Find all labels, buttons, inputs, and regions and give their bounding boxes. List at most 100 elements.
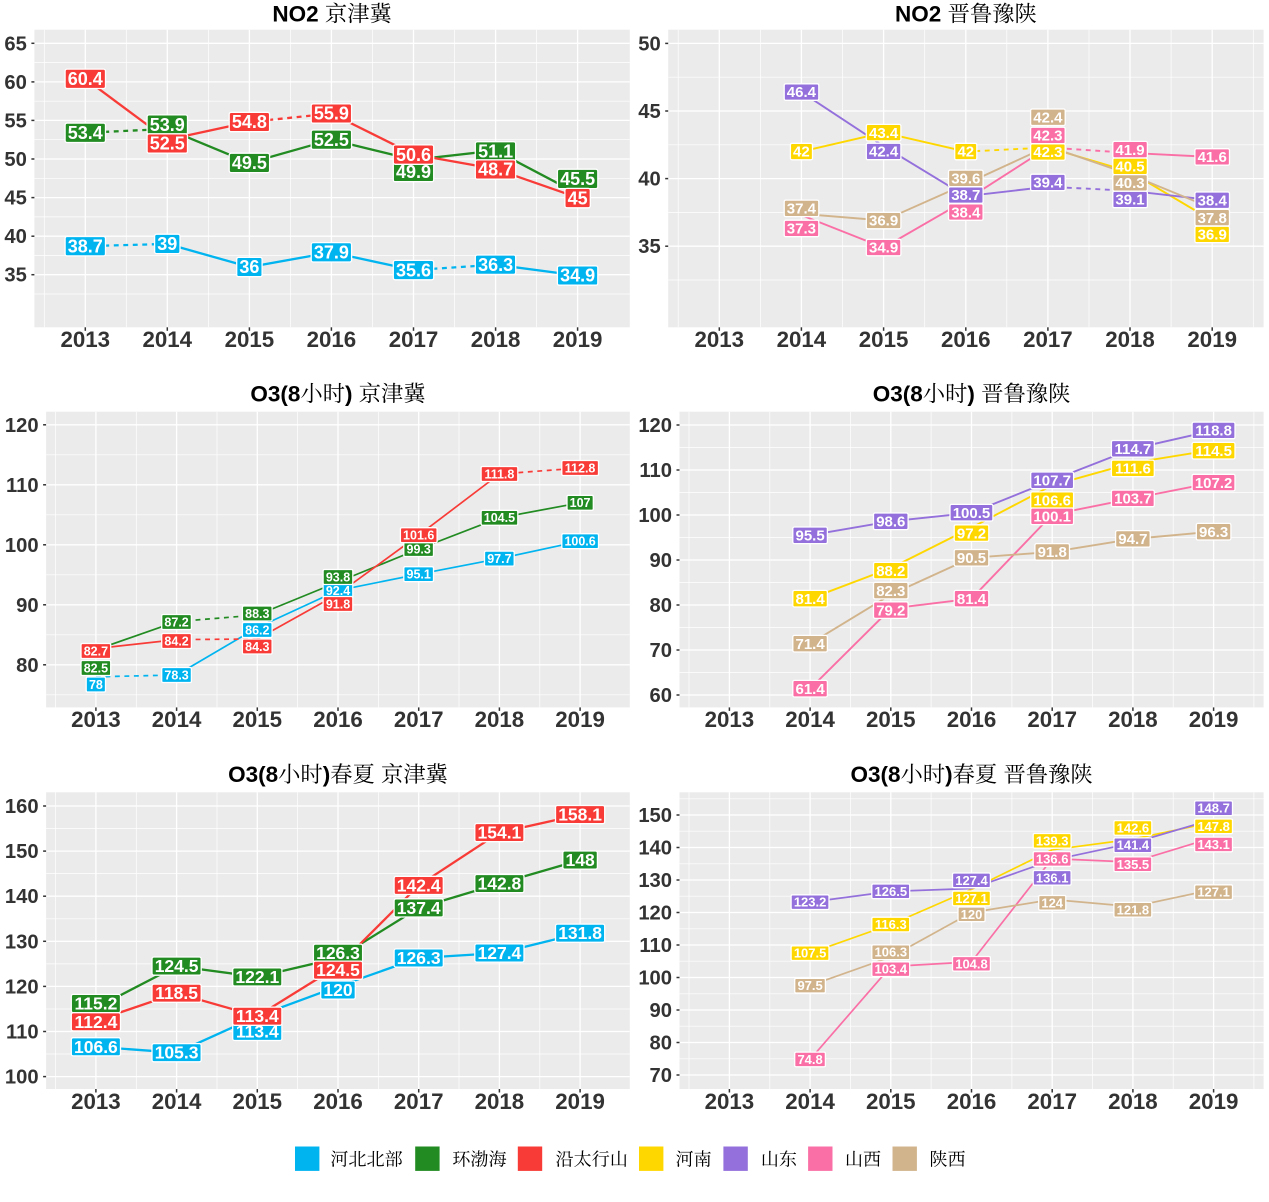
- svg-text:2018: 2018: [1108, 1089, 1158, 1114]
- svg-text:107.2: 107.2: [1195, 475, 1233, 492]
- svg-text:118.8: 118.8: [1195, 423, 1232, 440]
- svg-text:79.2: 79.2: [876, 602, 905, 619]
- svg-text:2014: 2014: [152, 707, 202, 732]
- svg-text:2016: 2016: [313, 707, 363, 732]
- svg-text:101.6: 101.6: [403, 529, 434, 543]
- svg-text:2017: 2017: [1027, 1089, 1077, 1114]
- svg-text:114.5: 114.5: [1195, 443, 1232, 460]
- svg-text:140: 140: [638, 838, 672, 860]
- svg-text:35: 35: [4, 265, 26, 287]
- svg-text:42: 42: [793, 144, 810, 161]
- svg-text:114.7: 114.7: [1115, 441, 1152, 458]
- svg-text:36.9: 36.9: [869, 213, 898, 230]
- svg-text:90: 90: [16, 595, 38, 617]
- svg-text:46.4: 46.4: [787, 84, 817, 101]
- svg-text:100.1: 100.1: [1033, 509, 1071, 526]
- svg-text:113.4: 113.4: [236, 1006, 279, 1026]
- svg-text:45: 45: [568, 188, 588, 208]
- svg-text:107: 107: [570, 496, 591, 510]
- svg-text:2017: 2017: [389, 327, 439, 352]
- svg-text:93.8: 93.8: [326, 570, 350, 584]
- svg-text:136.1: 136.1: [1036, 870, 1069, 885]
- svg-text:122.1: 122.1: [235, 967, 279, 987]
- svg-text:142.4: 142.4: [397, 875, 441, 895]
- svg-text:98.6: 98.6: [876, 514, 905, 531]
- svg-text:127.1: 127.1: [1197, 885, 1230, 900]
- svg-text:38.7: 38.7: [951, 187, 980, 204]
- svg-text:): ): [345, 381, 353, 406]
- svg-text:127.4: 127.4: [478, 943, 522, 963]
- svg-text:120: 120: [5, 415, 39, 437]
- svg-text:2019: 2019: [1189, 1089, 1239, 1114]
- svg-text:45.5: 45.5: [560, 169, 595, 189]
- svg-text:45: 45: [4, 188, 26, 210]
- svg-text:94.7: 94.7: [1118, 531, 1147, 548]
- svg-text:50: 50: [4, 149, 26, 171]
- svg-text:120: 120: [323, 980, 352, 1000]
- svg-text:116.3: 116.3: [875, 917, 907, 932]
- svg-text:36: 36: [239, 257, 259, 277]
- svg-text:38.7: 38.7: [68, 236, 103, 256]
- svg-text:35.6: 35.6: [396, 260, 431, 280]
- svg-text:88.2: 88.2: [876, 563, 905, 580]
- svg-text:2014: 2014: [785, 1089, 835, 1114]
- svg-text:2019: 2019: [555, 1089, 605, 1114]
- svg-text:160: 160: [5, 796, 39, 818]
- svg-text:38.4: 38.4: [951, 204, 981, 221]
- svg-text:148.7: 148.7: [1197, 801, 1230, 816]
- svg-text:40: 40: [638, 169, 660, 191]
- svg-text:74.8: 74.8: [797, 1052, 822, 1067]
- svg-text:42.3: 42.3: [1033, 144, 1062, 161]
- svg-text:154.1: 154.1: [478, 823, 522, 843]
- svg-text:53.4: 53.4: [68, 123, 103, 143]
- svg-text:78: 78: [89, 678, 103, 692]
- svg-text:42: 42: [957, 144, 974, 161]
- svg-text:100.6: 100.6: [564, 535, 595, 549]
- svg-text:95.1: 95.1: [407, 568, 431, 582]
- svg-text:37.9: 37.9: [314, 243, 349, 263]
- svg-text:112.4: 112.4: [74, 1012, 117, 1032]
- svg-text:41.9: 41.9: [1115, 142, 1144, 159]
- svg-text:103.4: 103.4: [875, 962, 908, 977]
- svg-text:124.5: 124.5: [316, 960, 360, 980]
- svg-text:87.2: 87.2: [164, 615, 188, 629]
- svg-text:124.5: 124.5: [155, 956, 199, 976]
- svg-text:51.1: 51.1: [478, 142, 513, 162]
- svg-text:40: 40: [4, 226, 26, 248]
- svg-text:143.1: 143.1: [1197, 837, 1230, 852]
- svg-text:42.3: 42.3: [1033, 128, 1062, 145]
- svg-text:55.9: 55.9: [314, 104, 349, 124]
- svg-text:124: 124: [1041, 895, 1063, 910]
- svg-text:2018: 2018: [1108, 707, 1158, 732]
- svg-text:2014: 2014: [152, 1089, 202, 1114]
- svg-text:97.7: 97.7: [487, 552, 511, 566]
- svg-text:2018: 2018: [475, 1089, 525, 1114]
- svg-text:100: 100: [638, 505, 672, 527]
- svg-text:127.4: 127.4: [955, 873, 988, 888]
- svg-text:): ): [967, 381, 975, 406]
- svg-text:): ): [323, 762, 331, 787]
- svg-text:84.2: 84.2: [164, 634, 188, 648]
- svg-text:126.5: 126.5: [875, 884, 908, 899]
- svg-text:100: 100: [5, 1067, 39, 1089]
- svg-text:2015: 2015: [866, 1089, 916, 1114]
- svg-text:88.3: 88.3: [245, 607, 269, 621]
- svg-text:78.3: 78.3: [164, 668, 188, 682]
- svg-text:111.8: 111.8: [484, 467, 514, 481]
- svg-text:107.7: 107.7: [1033, 473, 1071, 490]
- svg-text:2016: 2016: [941, 327, 991, 352]
- svg-text:42.4: 42.4: [869, 144, 899, 161]
- svg-text:110: 110: [639, 460, 672, 482]
- svg-text:2015: 2015: [225, 327, 275, 352]
- svg-text:127.1: 127.1: [955, 891, 988, 906]
- svg-text:O3(8: O3(8: [228, 762, 278, 787]
- svg-text:2018: 2018: [1105, 327, 1155, 352]
- svg-text:81.4: 81.4: [795, 591, 825, 608]
- svg-text:147.8: 147.8: [1197, 819, 1230, 834]
- svg-text:103.7: 103.7: [1114, 491, 1152, 508]
- svg-text:2018: 2018: [471, 327, 521, 352]
- svg-text:90: 90: [650, 1000, 672, 1022]
- svg-text:106.6: 106.6: [1033, 492, 1071, 509]
- svg-text:2013: 2013: [694, 327, 744, 352]
- svg-text:37.8: 37.8: [1198, 210, 1227, 227]
